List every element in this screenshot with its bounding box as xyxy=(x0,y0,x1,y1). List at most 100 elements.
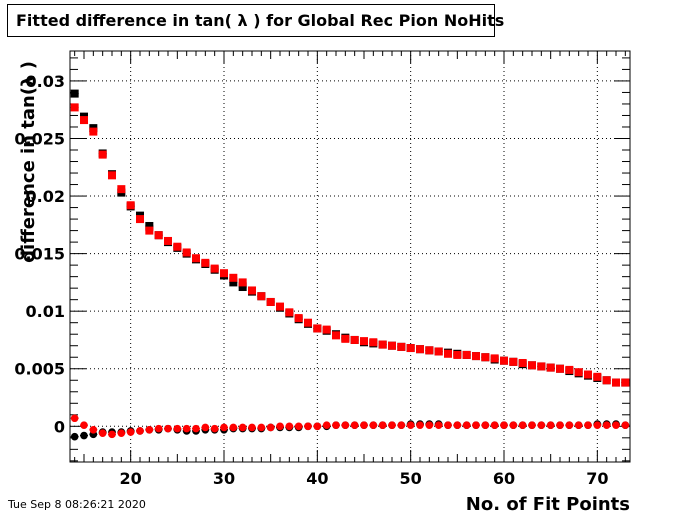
data-point xyxy=(462,350,471,359)
data-point xyxy=(472,421,480,429)
data-point xyxy=(612,378,620,387)
data-point xyxy=(369,421,378,429)
data-point xyxy=(182,424,191,433)
data-point xyxy=(574,368,583,377)
data-point xyxy=(481,353,490,362)
data-point xyxy=(602,421,611,429)
data-point xyxy=(294,422,303,431)
data-point xyxy=(612,421,620,429)
data-point xyxy=(565,365,574,374)
x-tick-label: 60 xyxy=(493,469,515,488)
data-point xyxy=(238,278,247,287)
data-point xyxy=(518,421,527,429)
data-point xyxy=(360,337,368,346)
data-point xyxy=(285,308,294,317)
data-point xyxy=(350,335,359,344)
data-point xyxy=(229,278,238,287)
data-point xyxy=(136,215,144,224)
x-tick-label: 50 xyxy=(400,469,422,488)
data-point xyxy=(378,421,387,429)
data-point xyxy=(201,258,210,267)
data-point xyxy=(500,421,508,429)
y-tick-label: 0.025 xyxy=(14,129,65,148)
data-point xyxy=(248,286,256,295)
data-point xyxy=(80,116,88,125)
data-point xyxy=(341,421,350,429)
data-point xyxy=(444,421,452,429)
data-point xyxy=(406,421,415,429)
data-point xyxy=(584,421,592,429)
data-point xyxy=(294,314,303,323)
data-point xyxy=(546,421,555,429)
data-point xyxy=(593,372,602,381)
data-point xyxy=(304,422,312,431)
data-point xyxy=(434,347,443,356)
data-point xyxy=(462,421,471,429)
data-point xyxy=(490,421,499,429)
data-point xyxy=(528,421,536,429)
x-tick-label: 20 xyxy=(120,469,142,488)
grid-lines xyxy=(70,51,630,462)
data-point xyxy=(500,356,508,365)
series-3 xyxy=(70,414,630,439)
data-point xyxy=(164,236,172,245)
data-point xyxy=(89,127,98,136)
data-point xyxy=(285,422,294,431)
y-tick-label: 0.005 xyxy=(14,360,65,379)
data-point xyxy=(257,292,266,301)
data-point xyxy=(537,421,546,429)
data-point xyxy=(322,325,331,334)
data-point xyxy=(472,352,480,361)
data-point xyxy=(257,423,266,432)
data-point xyxy=(518,358,527,367)
data-point xyxy=(70,89,79,98)
data-point xyxy=(117,185,126,194)
data-point xyxy=(145,221,154,230)
data-point xyxy=(388,341,396,350)
x-tick-label: 30 xyxy=(213,469,235,488)
data-point xyxy=(406,344,415,353)
data-point xyxy=(565,421,574,429)
x-tick-label: 40 xyxy=(306,469,328,488)
data-point xyxy=(509,357,518,366)
data-point xyxy=(416,421,424,429)
data-point xyxy=(341,334,350,343)
data-point xyxy=(360,421,368,429)
data-point xyxy=(210,424,219,433)
plot-frame xyxy=(69,50,631,463)
data-point xyxy=(556,364,564,373)
tick-labels: 20 30 40 50 60 70 0 0.005 0.01 0.015 0.02 0.025 0.03 xyxy=(14,72,608,488)
data-point xyxy=(574,421,583,429)
data-point xyxy=(145,425,154,434)
data-point xyxy=(70,432,79,441)
data-point xyxy=(136,427,144,435)
data-point xyxy=(276,302,284,311)
data-point xyxy=(145,226,154,235)
data-point xyxy=(164,424,172,433)
data-point xyxy=(378,340,387,349)
data-point xyxy=(98,150,107,159)
data-point xyxy=(70,103,79,112)
data-point xyxy=(453,350,462,359)
data-point xyxy=(425,346,434,355)
x-axis-label: No. of Fit Points xyxy=(466,494,630,514)
data-point xyxy=(490,354,499,363)
data-point xyxy=(192,424,200,433)
data-point xyxy=(201,423,210,432)
data-point xyxy=(70,414,79,423)
data-point xyxy=(397,421,406,429)
y-tick-label: 0 xyxy=(54,417,65,436)
series-0 xyxy=(70,89,630,387)
data-point xyxy=(276,422,284,431)
data-point xyxy=(584,370,592,379)
data-point xyxy=(481,421,490,429)
data-point xyxy=(117,429,126,438)
data-point xyxy=(416,345,424,354)
data-point xyxy=(108,171,116,180)
timestamp: Tue Sep 8 08:26:21 2020 xyxy=(8,498,146,511)
data-point xyxy=(593,421,602,429)
data-point xyxy=(453,421,462,429)
data-point xyxy=(182,248,191,257)
